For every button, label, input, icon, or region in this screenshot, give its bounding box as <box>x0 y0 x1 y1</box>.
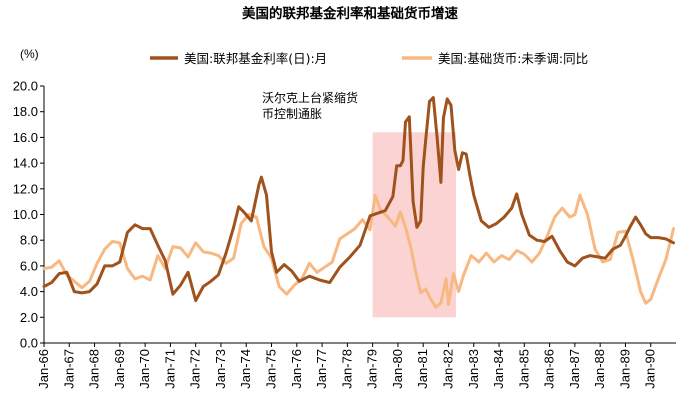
y-tick-label: 18.0 <box>13 104 38 119</box>
x-tick-label: Jan-73 <box>213 349 228 389</box>
y-axis: 0.0 2.0 4.0 6.0 8.0 10.0 12.0 14.0 16.0 18.0 20.0 <box>13 79 45 351</box>
x-tick-label: Jan-89 <box>617 349 632 389</box>
legend-label-monetary-base: 美国:基础货币:未季调:同比 <box>438 51 588 66</box>
x-tick-label: Jan-68 <box>87 349 102 389</box>
annotation-line-2: 币控制通胀 <box>262 107 322 121</box>
x-tick-label: Jan-67 <box>61 349 76 389</box>
y-tick-label: 4.0 <box>20 284 38 299</box>
y-unit-label: (%) <box>20 47 39 61</box>
x-axis: Jan-66 Jan-67 Jan-68 Jan-69 Jan-70 Jan-71 Jan-… <box>36 342 676 389</box>
chart-title: 美国的联邦基金利率和基础货币增速 <box>242 5 458 22</box>
y-tick-label: 8.0 <box>20 233 38 248</box>
x-tick-label: Jan-80 <box>390 349 405 389</box>
x-tick-label: Jan-66 <box>36 349 51 389</box>
series-lines <box>42 96 675 309</box>
y-tick-label: 20.0 <box>13 79 38 94</box>
x-tick-label: Jan-85 <box>516 349 531 389</box>
x-tick-label: Jan-84 <box>491 349 506 389</box>
y-tick-label: 16.0 <box>13 130 38 145</box>
legend: 美国:联邦基金利率(日):月 美国:基础货币:未季调:同比 <box>150 51 588 66</box>
x-tick-label: Jan-82 <box>440 349 455 389</box>
y-tick-label: 10.0 <box>13 207 38 222</box>
x-tick-label: Jan-71 <box>162 349 177 389</box>
x-tick-label: Jan-87 <box>567 349 582 389</box>
series-line-fed-funds-rate <box>42 96 675 303</box>
x-tick-label: Jan-74 <box>238 349 253 389</box>
x-tick-label: Jan-79 <box>365 349 380 389</box>
series-line-monetary-base <box>42 193 675 309</box>
x-tick-label: Jan-72 <box>188 349 203 389</box>
x-tick-label: Jan-78 <box>339 349 354 389</box>
y-tick-label: 14.0 <box>13 156 38 171</box>
x-tick-label: Jan-86 <box>542 349 557 389</box>
annotation-line-1: 沃尔克上台紧缩货 <box>262 90 358 105</box>
y-tick-label: 12.0 <box>13 181 38 196</box>
x-tick-label: Jan-88 <box>592 349 607 389</box>
x-tick-label: Jan-77 <box>314 349 329 389</box>
y-tick-label: 2.0 <box>20 310 38 325</box>
y-tick-label: 6.0 <box>20 258 38 273</box>
x-tick-label: Jan-83 <box>466 349 481 389</box>
x-tick-label: Jan-90 <box>643 349 658 389</box>
legend-label-fed-funds-rate: 美国:联邦基金利率(日):月 <box>184 51 327 66</box>
x-tick-label: Jan-81 <box>415 349 430 389</box>
x-tick-label: Jan-75 <box>264 349 279 389</box>
x-tick-label: Jan-69 <box>112 349 127 389</box>
y-tick-label: 0.0 <box>20 336 38 351</box>
x-tick-label: Jan-76 <box>289 349 304 389</box>
x-tick-label: Jan-70 <box>137 349 152 389</box>
